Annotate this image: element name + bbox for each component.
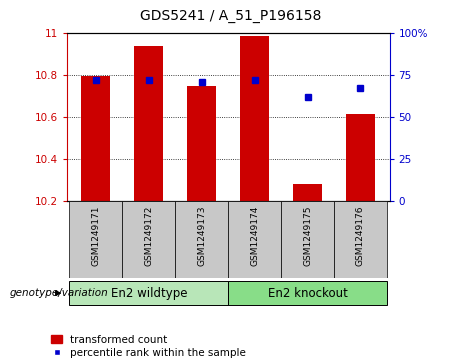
Text: GSM1249174: GSM1249174 [250, 205, 259, 266]
Bar [122, 201, 175, 278]
Text: En2 knockout: En2 knockout [267, 287, 348, 299]
Legend: transformed count, percentile rank within the sample: transformed count, percentile rank withi… [51, 335, 246, 358]
Bar [228, 201, 281, 278]
Text: GSM1249173: GSM1249173 [197, 205, 206, 266]
Text: GDS5241 / A_51_P196158: GDS5241 / A_51_P196158 [140, 9, 321, 23]
Bar [70, 281, 228, 305]
Bar [82, 76, 111, 201]
Bar [334, 201, 387, 278]
Bar [134, 46, 163, 201]
Text: En2 wildtype: En2 wildtype [111, 287, 187, 299]
Bar [175, 201, 228, 278]
Bar [240, 36, 269, 201]
Bar [70, 201, 122, 278]
Bar [346, 114, 375, 201]
Text: GSM1249176: GSM1249176 [356, 205, 365, 266]
Bar [187, 86, 216, 201]
Bar [281, 201, 334, 278]
Text: genotype/variation: genotype/variation [9, 288, 108, 298]
Text: GSM1249175: GSM1249175 [303, 205, 312, 266]
Text: GSM1249171: GSM1249171 [91, 205, 100, 266]
Bar [228, 281, 387, 305]
Text: GSM1249172: GSM1249172 [144, 205, 154, 266]
Bar [293, 184, 322, 201]
